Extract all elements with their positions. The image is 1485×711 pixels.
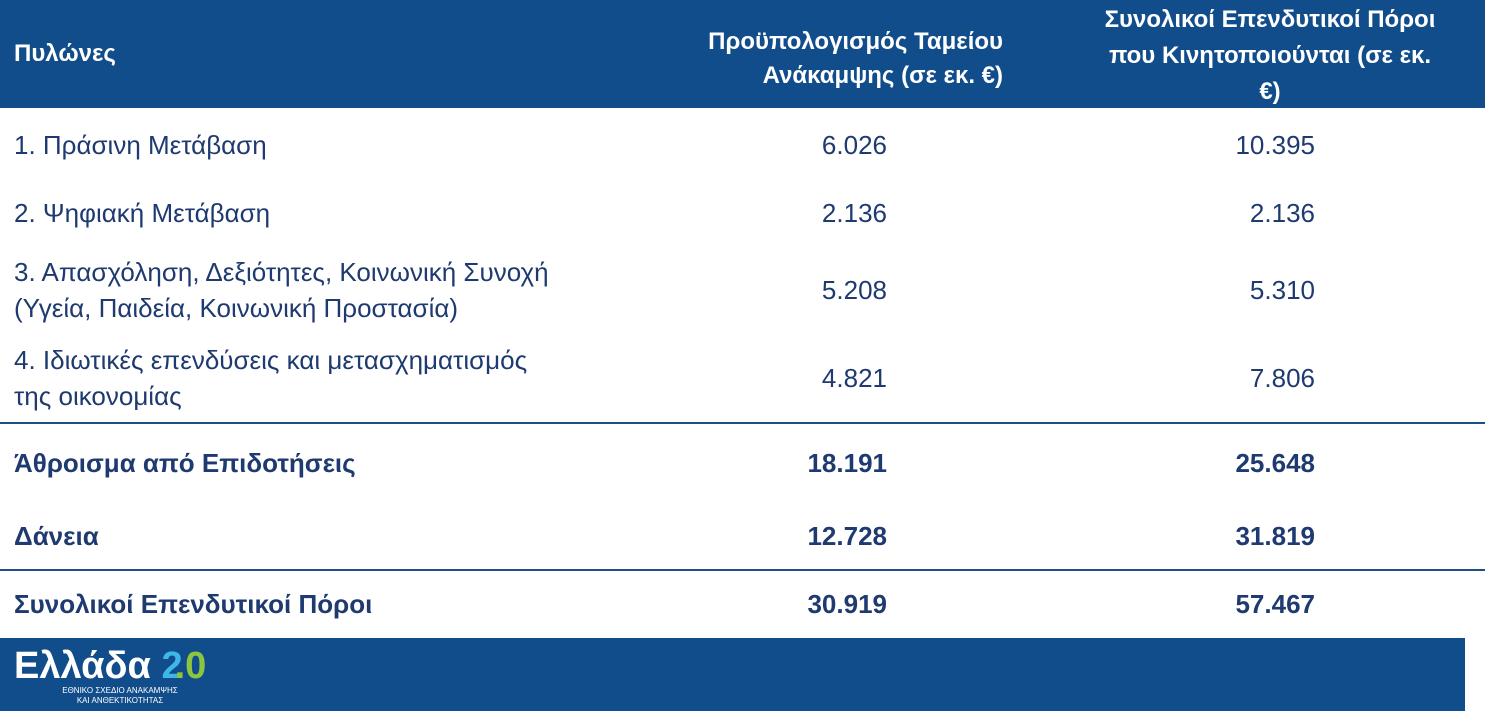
cell-value: 4.821 (821, 363, 887, 393)
header-band (0, 0, 1485, 108)
tagline-line: ΚΑΙ ΑΝΘΕΚΤΙΚΟΤΗΤΑΣ (76, 696, 164, 705)
header-cell: που Κινητοποιούνται (σε εκ. (1108, 42, 1432, 69)
header-cell: Ανάκαμψης (σε εκ. €) (762, 62, 1003, 89)
logo-version: .0 (174, 645, 207, 687)
cell-value: 25.648 (1235, 448, 1315, 478)
logo-version: 2 (161, 645, 183, 687)
cell-value: 12.728 (807, 521, 887, 551)
row-label: (Υγεία, Παιδεία, Κοινωνική Προστασία) (14, 293, 459, 323)
logo-name: Ελλάδα (14, 645, 151, 687)
footer-band: Ελλάδα 2.0 ΕΘΝΙΚΟ ΣΧΕΔΙΟ ΑΝΑΚΑΜΨΗΣ ΚΑΙ Α… (0, 638, 1465, 711)
row-label: Άθροισμα από Επιδοτήσεις (14, 448, 356, 478)
row-label: της οικονομίας (14, 381, 182, 411)
cell-value: 30.919 (807, 589, 887, 619)
cell-value: 2.136 (821, 198, 887, 228)
cell-value: 2.136 (1249, 198, 1315, 228)
cell-value: 31.819 (1235, 521, 1315, 551)
row-label: 3. Απασχόληση, Δεξιότητες, Κοινωνική Συν… (14, 257, 549, 287)
row-label: Συνολικοί Επενδυτικοί Πόροι (14, 589, 373, 619)
row-label: 4. Ιδιωτικές επενδύσεις και μετασχηματισ… (14, 345, 528, 375)
header-cell: Προϋπολογισμός Ταμείου (708, 28, 1003, 55)
cell-value: 18.191 (807, 448, 887, 478)
logo: Ελλάδα 2.0 (14, 644, 206, 688)
cell-value: 7.806 (1249, 363, 1315, 393)
header-cell: Συνολικοί Επενδυτικοί Πόροι (1104, 6, 1436, 33)
logo-tagline: ΕΘΝΙΚΟ ΣΧΕΔΙΟ ΑΝΑΚΑΜΨΗΣ ΚΑΙ ΑΝΘΕΚΤΙΚΟΤΗΤ… (50, 686, 190, 706)
divider (0, 569, 1485, 571)
header-cell: Πυλώνες (14, 40, 116, 67)
row-label: Δάνεια (14, 521, 99, 551)
divider (0, 422, 1485, 424)
cell-value: 5.208 (821, 275, 887, 305)
header-cell: €) (1259, 78, 1281, 105)
cell-value: 10.395 (1235, 130, 1315, 160)
row-label: 1. Πράσινη Μετάβαση (14, 130, 267, 160)
cell-value: 5.310 (1249, 275, 1315, 305)
cell-value: 6.026 (821, 130, 887, 160)
row-label: 2. Ψηφιακή Μετάβαση (14, 198, 271, 228)
tagline-line: ΕΘΝΙΚΟ ΣΧΕΔΙΟ ΑΝΑΚΑΜΨΗΣ (62, 686, 178, 695)
cell-value: 57.467 (1235, 589, 1315, 619)
